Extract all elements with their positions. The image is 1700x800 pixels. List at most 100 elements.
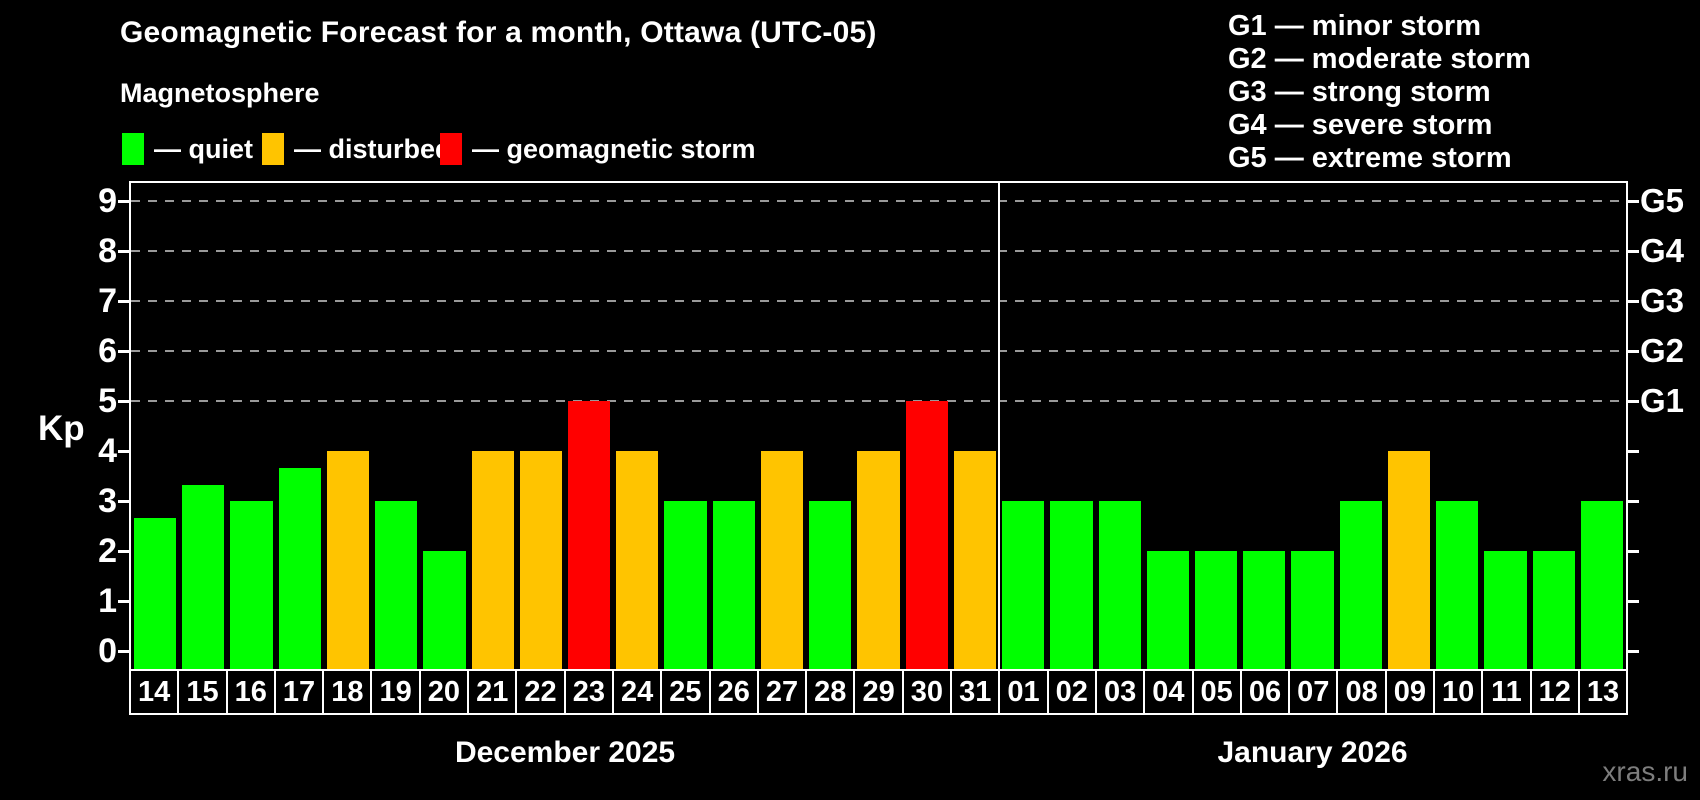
right-tick-8 bbox=[1628, 249, 1639, 253]
day-label-23: 23 bbox=[563, 669, 614, 715]
kp-bar-day-07 bbox=[1291, 551, 1334, 669]
y-tick-label-9: 9 bbox=[98, 182, 117, 220]
y-tick-label-5: 5 bbox=[98, 382, 117, 420]
kp-bar-day-16 bbox=[230, 501, 273, 669]
day-label-11: 11 bbox=[1481, 669, 1532, 715]
day-label-18: 18 bbox=[322, 669, 373, 715]
gridline-kp9 bbox=[131, 200, 1626, 202]
right-axis-label-g3: G3 bbox=[1640, 282, 1685, 319]
day-label-22: 22 bbox=[515, 669, 566, 715]
kp-bar-day-01 bbox=[1002, 501, 1045, 669]
kp-bar-day-06 bbox=[1243, 551, 1286, 669]
day-label-15: 15 bbox=[177, 669, 228, 715]
kp-bar-day-18 bbox=[326, 451, 370, 669]
legend-label: — quiet bbox=[154, 133, 253, 164]
chart-title: Geomagnetic Forecast for a month, Ottawa… bbox=[120, 16, 877, 49]
y-tick-0 bbox=[118, 649, 129, 653]
right-tick-5 bbox=[1628, 399, 1639, 403]
day-label-04: 04 bbox=[1143, 669, 1194, 715]
gridline-kp6 bbox=[131, 350, 1626, 352]
right-axis-label-g5: G5 bbox=[1640, 182, 1685, 219]
g-scale-legend: G1 — minor storm G2 — moderate storm G3 — … bbox=[1228, 10, 1531, 175]
gridline-kp5 bbox=[131, 400, 1626, 402]
day-label-09: 09 bbox=[1384, 669, 1436, 715]
kp-bar-day-17 bbox=[278, 467, 321, 669]
y-tick-label-4: 4 bbox=[98, 432, 117, 470]
kp-bar-day-20 bbox=[423, 551, 466, 669]
x-axis-day-labels: 14 15 16 17 18 19 20 21 22 23 24 25 26 27 28 29 30 31 01 02… bbox=[129, 669, 1629, 715]
kp-bar-day-15 bbox=[182, 484, 225, 669]
day-label-17: 17 bbox=[273, 669, 325, 715]
right-tick-9 bbox=[1628, 199, 1639, 203]
right-tick-6 bbox=[1628, 349, 1639, 353]
day-label-13: 13 bbox=[1577, 669, 1629, 715]
red-swatch-icon bbox=[440, 133, 462, 165]
y-tick-1 bbox=[118, 599, 129, 603]
legend-label: — geomagnetic storm bbox=[472, 133, 756, 164]
legend-item-quiet: — quiet bbox=[122, 131, 253, 167]
day-label-25: 25 bbox=[660, 669, 711, 715]
y-tick-5 bbox=[118, 399, 129, 403]
right-tick-2 bbox=[1628, 549, 1639, 553]
day-label-29: 29 bbox=[853, 669, 904, 715]
day-label-12: 12 bbox=[1529, 669, 1580, 715]
gridline-kp8 bbox=[131, 250, 1626, 252]
g-legend-line: G5 — extreme storm bbox=[1228, 142, 1512, 174]
kp-bar-day-11 bbox=[1484, 551, 1527, 669]
right-tick-4 bbox=[1628, 449, 1639, 453]
day-label-21: 21 bbox=[467, 669, 518, 715]
kp-bar-day-13 bbox=[1580, 501, 1623, 669]
gridline-kp7 bbox=[131, 300, 1626, 302]
kp-bar-day-14 bbox=[134, 517, 177, 669]
kp-bar-day-31 bbox=[953, 451, 997, 669]
day-label-20: 20 bbox=[418, 669, 470, 715]
day-label-26: 26 bbox=[708, 669, 759, 715]
day-label-19: 19 bbox=[370, 669, 421, 715]
kp-bar-day-25 bbox=[664, 501, 707, 669]
y-tick-7 bbox=[118, 299, 129, 303]
day-label-24: 24 bbox=[611, 669, 663, 715]
day-label-06: 06 bbox=[1239, 669, 1291, 715]
kp-bar-day-29 bbox=[857, 451, 900, 669]
y-tick-8 bbox=[118, 249, 129, 253]
month-label-0: December 2025 bbox=[454, 736, 676, 769]
right-axis-label-g2: G2 bbox=[1640, 332, 1685, 369]
plot-area bbox=[129, 181, 1628, 671]
kp-bar-day-08 bbox=[1339, 501, 1382, 669]
y-tick-label-7: 7 bbox=[98, 282, 117, 320]
kp-bar-day-02 bbox=[1050, 501, 1093, 669]
kp-bar-day-21 bbox=[471, 451, 514, 669]
y-tick-label-8: 8 bbox=[98, 232, 117, 270]
y-tick-label-0: 0 bbox=[98, 632, 117, 670]
day-label-02: 02 bbox=[1046, 669, 1097, 715]
day-label-05: 05 bbox=[1191, 669, 1242, 715]
y-tick-label-6: 6 bbox=[98, 332, 117, 370]
kp-bar-day-19 bbox=[375, 501, 418, 669]
day-label-08: 08 bbox=[1336, 669, 1387, 715]
right-tick-7 bbox=[1628, 299, 1639, 303]
kp-bar-day-12 bbox=[1532, 551, 1575, 669]
y-tick-label-1: 1 bbox=[98, 582, 117, 620]
kp-bar-day-27 bbox=[760, 451, 804, 669]
y-tick-9 bbox=[118, 199, 129, 203]
kp-bar-day-26 bbox=[712, 501, 755, 669]
legend-item-storm: — geomagnetic storm bbox=[440, 131, 756, 167]
day-label-31: 31 bbox=[950, 669, 1001, 715]
day-label-27: 27 bbox=[756, 669, 808, 715]
day-label-10: 10 bbox=[1433, 669, 1484, 715]
status-legend: — quiet — disturbed — geomagnetic storm bbox=[0, 131, 1700, 167]
legend-item-disturbed: — disturbed bbox=[262, 131, 452, 167]
y-tick-3 bbox=[118, 499, 129, 503]
month-label-1: January 2026 bbox=[1217, 736, 1408, 769]
kp-bar-day-30 bbox=[905, 401, 948, 669]
kp-bar-day-05 bbox=[1194, 551, 1238, 669]
y-tick-label-3: 3 bbox=[98, 482, 117, 520]
day-label-01: 01 bbox=[998, 669, 1049, 715]
kp-bar-day-23 bbox=[568, 401, 611, 669]
y-tick-label-2: 2 bbox=[98, 532, 117, 570]
right-axis-label-g1: G1 bbox=[1640, 382, 1685, 419]
g-legend-line: G1 — minor storm bbox=[1228, 10, 1481, 42]
y-tick-4 bbox=[118, 449, 129, 453]
y-axis-title: Kp bbox=[38, 409, 85, 448]
